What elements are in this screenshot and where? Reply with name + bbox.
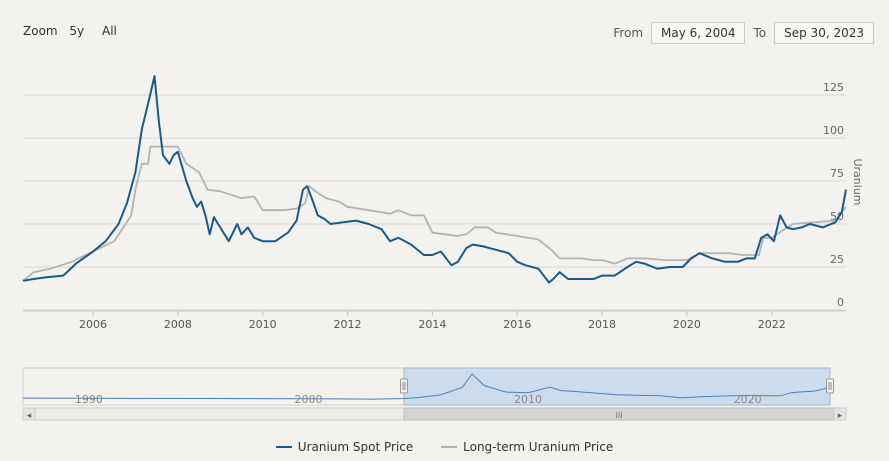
scrollbar-left-button[interactable]: [22, 407, 36, 421]
navigator-tick-label: 2010: [514, 393, 542, 406]
x-tick-label: 2016: [503, 318, 531, 331]
scrollbar[interactable]: ◂ III ▸: [22, 407, 847, 421]
navigator-tick-labels: 1990 2000 2010 2020: [75, 393, 762, 406]
legend-spot-swatch: [275, 446, 292, 448]
navigator-handles[interactable]: [399, 378, 834, 394]
from-date-input[interactable]: May 6, 2004: [651, 22, 746, 44]
to-label: To: [753, 26, 767, 40]
legend-item-spot-price[interactable]: Uranium Spot Price: [275, 440, 414, 454]
legend-item-longterm-price[interactable]: Long-term Uranium Price: [441, 440, 613, 454]
y-tick-label: 75: [830, 167, 844, 180]
x-tick-label: 2012: [334, 318, 362, 331]
y-axis-label: Uranium: [851, 158, 864, 205]
y-tick-label: 100: [823, 124, 844, 137]
navigator-tick-label: 1990: [75, 393, 103, 406]
y-tick-label: 125: [823, 81, 844, 94]
navigator-tick-label: 2000: [294, 393, 322, 406]
navigator-handle[interactable]: [826, 378, 834, 394]
series-line-longterm-price: [22, 145, 847, 282]
scroll-left-arrow-icon[interactable]: ◂: [27, 411, 32, 421]
legend-longterm-label: Long-term Uranium Price: [463, 440, 614, 454]
zoom-all-button[interactable]: All: [102, 24, 117, 38]
to-date-input[interactable]: Sep 30, 2023: [774, 22, 874, 44]
x-tick-label: 2022: [758, 318, 786, 331]
series-lines: [22, 75, 847, 284]
navigator-series-line: [22, 373, 831, 400]
legend-longterm-swatch: [441, 446, 458, 448]
x-tick-label: 2008: [164, 318, 192, 331]
scrollbar-right-button[interactable]: [833, 407, 847, 421]
legend: Uranium Spot Price Long-term Uranium Pri…: [0, 437, 889, 454]
legend-spot-label: Uranium Spot Price: [297, 440, 414, 454]
x-tick-label: 2014: [418, 318, 446, 331]
grid-lines: [23, 94, 846, 312]
x-tick-label: 2006: [79, 318, 107, 331]
y-tick-label: 25: [830, 253, 844, 266]
navigator-tick-label: 2020: [734, 393, 762, 406]
y-tick-label: 0: [837, 296, 844, 309]
x-tick-label: 2018: [588, 318, 616, 331]
x-tick-label: 2010: [249, 318, 277, 331]
navigator-selected-range[interactable]: [403, 367, 831, 406]
navigator[interactable]: 1990 2000 2010 2020: [22, 367, 834, 406]
from-label: From: [613, 26, 644, 40]
zoom-5y-button[interactable]: 5y: [69, 24, 85, 38]
navigator-handle[interactable]: [399, 378, 408, 394]
zoom-controls: Zoom 5y All: [23, 24, 131, 38]
x-axis-tick-labels: 2006 2008 2010 2012 2014 2016 2018 2020 2022: [79, 311, 786, 331]
scroll-right-arrow-icon[interactable]: ▸: [838, 411, 843, 421]
zoom-label: Zoom: [23, 24, 58, 38]
series-line-spot-price: [22, 75, 847, 284]
scrollbar-grip-icon[interactable]: III: [615, 411, 622, 420]
x-tick-label: 2020: [673, 318, 701, 331]
date-range-selector: From May 6, 2004 To Sep 30, 2023: [605, 22, 874, 44]
